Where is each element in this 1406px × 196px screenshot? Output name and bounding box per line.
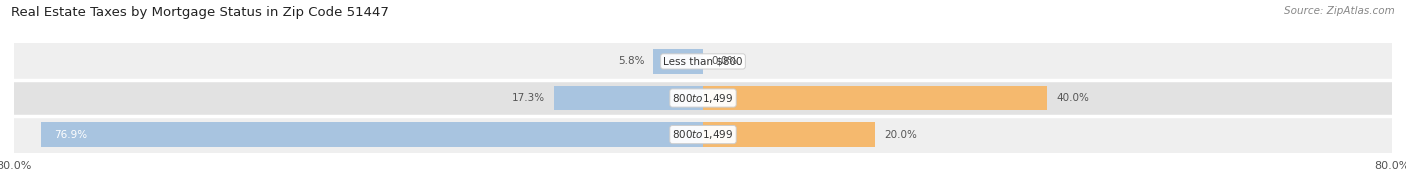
Bar bbox=[554, 86, 703, 110]
Text: 5.8%: 5.8% bbox=[619, 56, 644, 66]
Bar bbox=[14, 43, 1392, 80]
Text: Source: ZipAtlas.com: Source: ZipAtlas.com bbox=[1284, 6, 1395, 16]
Bar bbox=[14, 80, 1392, 116]
Bar bbox=[703, 122, 875, 147]
Text: Real Estate Taxes by Mortgage Status in Zip Code 51447: Real Estate Taxes by Mortgage Status in … bbox=[11, 6, 389, 19]
Bar bbox=[652, 49, 703, 74]
Text: $800 to $1,499: $800 to $1,499 bbox=[672, 92, 734, 104]
Text: 20.0%: 20.0% bbox=[884, 130, 917, 140]
Text: 40.0%: 40.0% bbox=[1056, 93, 1090, 103]
Bar bbox=[41, 122, 703, 147]
Bar bbox=[703, 86, 1047, 110]
Text: Less than $800: Less than $800 bbox=[664, 56, 742, 66]
Bar bbox=[14, 116, 1392, 153]
Text: $800 to $1,499: $800 to $1,499 bbox=[672, 128, 734, 141]
Text: 0.0%: 0.0% bbox=[711, 56, 738, 66]
Text: 17.3%: 17.3% bbox=[512, 93, 546, 103]
Text: 76.9%: 76.9% bbox=[53, 130, 87, 140]
